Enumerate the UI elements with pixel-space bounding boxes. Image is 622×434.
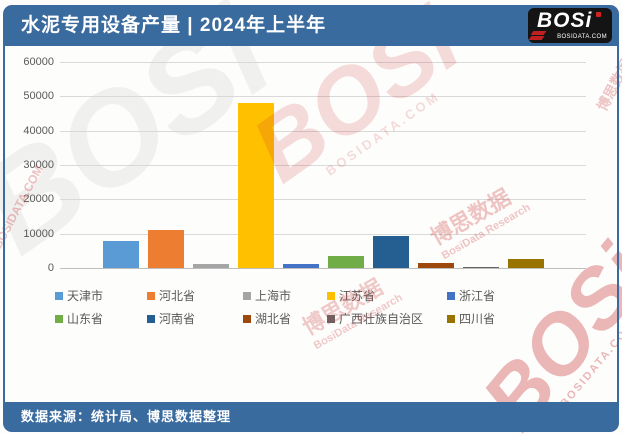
legend-label: 四川省 — [459, 312, 496, 326]
chart-bar-7 — [372, 236, 409, 268]
legend-row: 山东省 河南省 湖北省 广西壮族自治区 四川省 — [55, 307, 600, 330]
legend-label: 天津市 — [67, 289, 104, 303]
legend-item: 广西壮族自治区 — [327, 310, 447, 327]
gridline — [60, 130, 586, 132]
gridline — [60, 233, 586, 235]
gridline — [60, 199, 586, 201]
legend-item: 湖北省 — [243, 310, 327, 327]
y-tick-label: 20000 — [23, 193, 54, 206]
chart-bar-2 — [147, 230, 184, 268]
logo-dot-icon — [596, 12, 601, 17]
card-border-right — [617, 46, 619, 402]
chart-bar-6 — [327, 256, 364, 268]
bar-chart-plot-area: 60000 50000 40000 30000 20000 10000 0 — [0, 56, 622, 274]
legend-item: 河北省 — [147, 287, 243, 304]
y-tick-label: 60000 — [23, 56, 54, 68]
y-tick-label: 30000 — [23, 159, 54, 171]
chart-bar-4 — [237, 103, 274, 268]
bosi-logo-text: BOSi — [537, 9, 593, 32]
y-tick-label: 50000 — [23, 90, 54, 103]
legend-swatch-icon — [243, 314, 251, 323]
legend-item: 四川省 — [447, 310, 577, 327]
y-tick-label: 0 — [47, 262, 54, 274]
y-tick-label: 40000 — [23, 124, 54, 137]
legend-item: 山东省 — [55, 310, 147, 327]
gridline — [60, 165, 586, 166]
footer-bar: 数据来源：统计局、博思数据整理 — [3, 402, 619, 432]
gridline — [60, 96, 586, 98]
legend-swatch-icon — [447, 314, 455, 323]
bosi-logo: BOSi BOSIDATA.COM — [528, 8, 612, 43]
legend-row: 天津市 河北省 上海市 江苏省 浙江省 — [55, 284, 600, 307]
legend-label: 河北省 — [159, 289, 196, 303]
legend-label: 浙江省 — [459, 289, 496, 303]
header-bar: 水泥专用设备产量 | 2024年上半年 BOSi BOSIDATA.COM — [3, 5, 619, 46]
legend-label: 广西壮族自治区 — [339, 312, 424, 326]
legend-label: 河南省 — [159, 312, 196, 326]
legend-item: 浙江省 — [447, 287, 577, 304]
logo-stripe-icon — [530, 31, 547, 35]
gridlines — [60, 62, 586, 268]
legend-swatch-icon — [243, 291, 251, 300]
legend-label: 江苏省 — [339, 289, 376, 303]
bosi-logo-domain: BOSIDATA.COM — [557, 34, 607, 40]
legend-label: 上海市 — [255, 289, 292, 303]
legend-swatch-icon — [147, 291, 155, 300]
chart-bar-1 — [102, 241, 139, 268]
page-title: 水泥专用设备产量 | 2024年上半年 — [21, 15, 327, 36]
legend-label: 山东省 — [67, 312, 104, 326]
y-axis-labels: 60000 50000 40000 30000 20000 10000 0 — [6, 56, 54, 274]
data-source-note: 数据来源：统计局、博思数据整理 — [21, 409, 232, 424]
legend-item: 上海市 — [243, 287, 327, 304]
chart-bar-5 — [282, 264, 319, 268]
x-axis-line — [60, 268, 586, 269]
legend-item: 江苏省 — [327, 287, 447, 304]
legend-item: 天津市 — [55, 287, 147, 304]
chart-bar-9 — [462, 267, 499, 268]
legend-swatch-icon — [327, 291, 335, 300]
card-border-left — [3, 46, 5, 402]
chart-bar-10 — [507, 259, 544, 268]
legend-swatch-icon — [447, 291, 455, 300]
legend-swatch-icon — [147, 314, 155, 323]
chart-bar-8 — [417, 263, 454, 268]
logo-stripe-icon — [528, 36, 545, 40]
bar-group — [60, 62, 586, 268]
legend-swatch-icon — [55, 291, 63, 300]
gridline — [60, 62, 586, 63]
chart-legend: 天津市 河北省 上海市 江苏省 浙江省山东省 河南省 湖北省 广西壮族自治区 四川省 — [55, 284, 600, 330]
y-tick-label: 10000 — [23, 227, 54, 240]
legend-swatch-icon — [55, 314, 63, 323]
legend-label: 湖北省 — [255, 312, 292, 326]
chart-bar-3 — [192, 264, 229, 268]
legend-item: 河南省 — [147, 310, 243, 327]
legend-swatch-icon — [327, 314, 335, 323]
